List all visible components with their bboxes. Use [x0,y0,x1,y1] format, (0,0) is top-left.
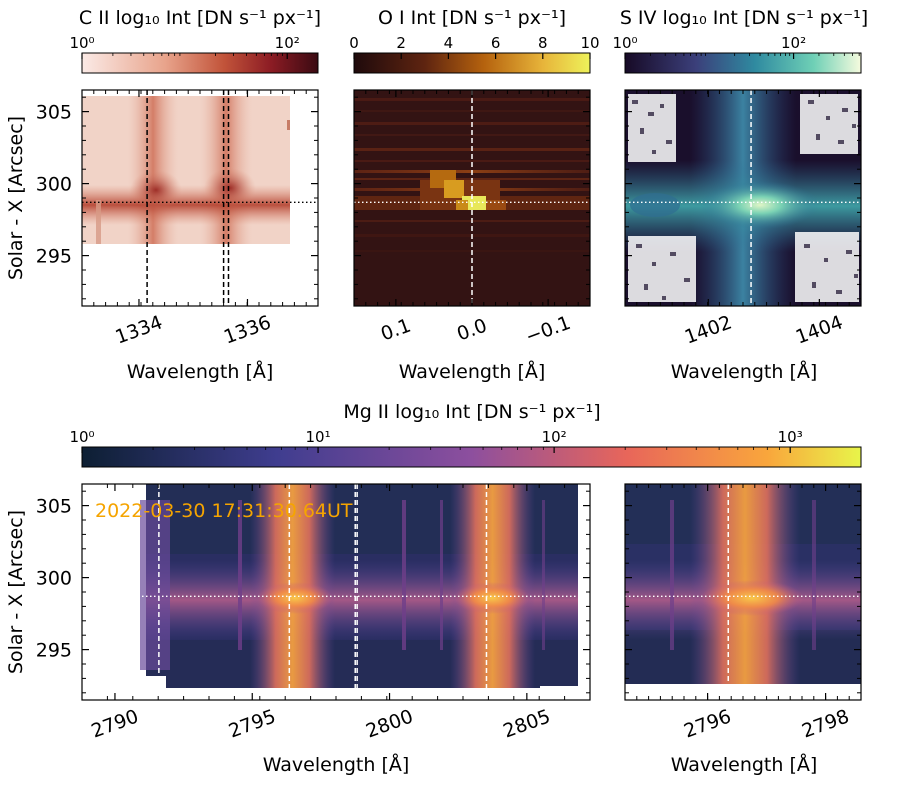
mgii-colorbar-gradient [81,446,862,468]
mgii-ytick-label-2: 295 [36,640,72,662]
oi-colorbar: O I Int [DN s⁻¹ px⁻¹] 0 2 4 6 8 10 [349,7,600,74]
mgii-k-image [625,484,861,684]
cii-cb-tick-label-0: 10⁰ [69,34,94,52]
siv-xtick-label-1: 1404 [793,311,846,348]
mgii-image [140,484,580,700]
cii-xtick-label-0: 1334 [112,311,165,348]
oi-cb-tick-label-5: 10 [580,34,599,52]
cii-colorbar-gradient [81,52,319,74]
cii-ytick-label-2: 295 [36,246,72,268]
mgii-ytick-label-1: 300 [36,568,72,590]
mgii_k-xtick-label-1: 2798 [799,705,852,742]
siv-cb-tick-label-0: 10⁰ [612,34,637,52]
siv-colorbar-gradient [624,52,862,74]
cii-cb-tick-label-1: 10² [275,34,300,52]
mgii-xlabel: Wavelength [Å] [263,753,410,776]
oi-colorbar-gradient [353,52,591,74]
siv-xtick-label-0: 1402 [682,311,735,348]
siv-image [625,90,861,306]
mgii_k-xtick-label-0: 2796 [681,705,734,742]
mgii-ylabel: Solar - X [Arcsec] [5,510,27,674]
oi-cb-tick-label-3: 6 [491,34,501,52]
mgii-k-panel: 2796 2798 Wavelength [Å] [624,483,862,776]
siv-colorbar: S IV log₁₀ Int [DN s⁻¹ px⁻¹] 10⁰ 10² [612,7,868,74]
cii-ylabel: Solar - X [Arcsec] [5,116,27,280]
cii-xtick-label-1: 1336 [221,311,274,348]
cii-ytick-label-0: 305 [36,102,72,124]
mgii-k-xlabel: Wavelength [Å] [671,753,818,776]
mgii-xtick-label-3: 2805 [500,705,553,742]
mgii-xtick-label-2: 2800 [363,705,416,742]
cii-xlabel: Wavelength [Å] [127,360,274,383]
mgii-cb-tick-label-1: 10¹ [306,428,331,446]
siv-xlabel: Wavelength [Å] [671,360,818,383]
cii-colorbar: C II log₁₀ Int [DN s⁻¹ px⁻¹] 10⁰ 10² [69,7,321,74]
mgii-timestamp: 2022-03-30 17:31:30.64UT [95,500,353,522]
oi-xlabel: Wavelength [Å] [399,360,546,383]
mgii-colorbar-title: Mg II log₁₀ Int [DN s⁻¹ px⁻¹] [343,401,600,423]
oi-colorbar-title: O I Int [DN s⁻¹ px⁻¹] [378,7,566,29]
oi-cb-tick-label-0: 0 [349,34,359,52]
oi-cb-tick-label-1: 2 [396,34,406,52]
oi-cb-tick-label-4: 8 [538,34,548,52]
siv-colorbar-title: S IV log₁₀ Int [DN s⁻¹ px⁻¹] [620,7,868,29]
siv-panel: 1402 1404 Wavelength [Å] [624,89,862,383]
mgii-cb-tick-label-2: 10² [542,428,567,446]
mgii-xtick-label-1: 2795 [226,705,279,742]
mgii-cb-tick-label-0: 10⁰ [69,428,94,446]
mgii-xtick-label-0: 2790 [88,705,141,742]
oi-cb-tick-label-2: 4 [444,34,454,52]
oi-xtick-label-2: −0.1 [523,312,574,348]
oi-xtick-label-0: 0.1 [378,314,414,345]
mgii-cb-tick-label-3: 10³ [778,428,803,446]
mgii-ytick-label-0: 305 [36,496,72,518]
cii-image [82,96,290,244]
cii-panel: 1334 1336 305 300 295 Wavelength [Å] Solar -… [5,89,319,383]
mgii-panel: 2790 2795 2800 2805 305 300 295 2022-03-30 17:… [5,483,591,776]
mgii-colorbar: Mg II log₁₀ Int [DN s⁻¹ px⁻¹] 10⁰ 10¹ 10² 1… [69,401,862,468]
oi-panel: 0.1 0.0 −0.1 Wavelength [Å] [353,89,591,383]
siv-cb-tick-label-1: 10² [781,34,806,52]
cii-ytick-label-1: 300 [36,174,72,196]
cii-colorbar-title: C II log₁₀ Int [DN s⁻¹ px⁻¹] [79,7,321,29]
oi-xtick-label-1: 0.0 [454,314,490,345]
